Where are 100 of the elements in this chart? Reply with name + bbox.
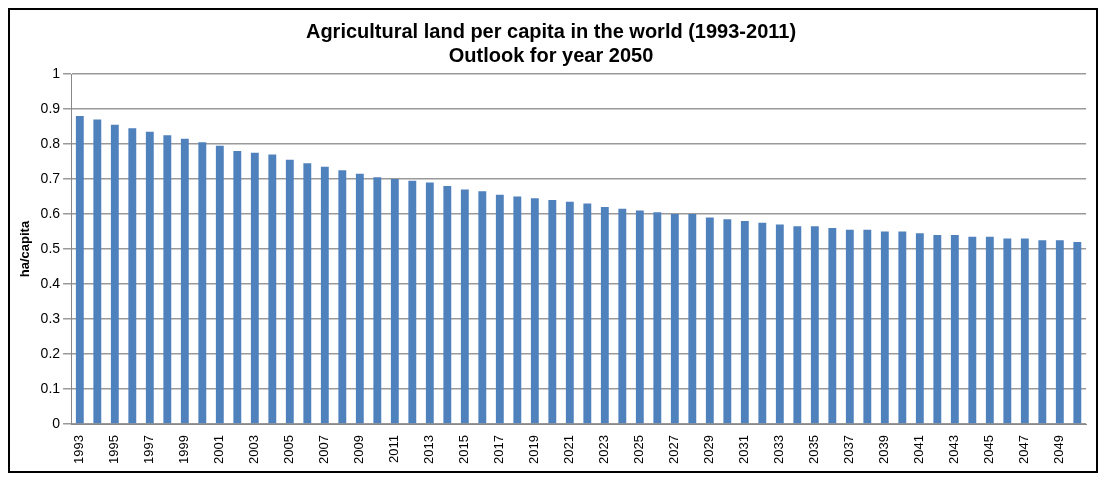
bar bbox=[128, 128, 137, 424]
x-tick-label: 1993 bbox=[71, 435, 87, 464]
bar bbox=[513, 196, 522, 424]
bar bbox=[1073, 242, 1082, 424]
bar bbox=[565, 201, 574, 424]
y-axis-title: ha/capita bbox=[17, 220, 33, 278]
bar bbox=[635, 210, 644, 424]
x-tick-label: 2049 bbox=[1051, 435, 1067, 464]
bar bbox=[758, 222, 767, 424]
bar bbox=[618, 208, 627, 424]
x-tick-label: 2039 bbox=[876, 435, 892, 464]
bar bbox=[373, 177, 382, 424]
y-tick-label: 0 bbox=[52, 414, 61, 431]
bar bbox=[180, 138, 189, 424]
bar bbox=[723, 219, 732, 424]
x-tick-label: 2043 bbox=[946, 435, 962, 464]
y-tick-label: 0.4 bbox=[40, 274, 61, 291]
bar bbox=[495, 194, 504, 424]
chart-title: Agricultural land per capita in the world (1993-2011) Outlook for year 2050 bbox=[305, 19, 797, 66]
x-tick-label: 2011 bbox=[386, 435, 402, 464]
bar bbox=[215, 145, 224, 424]
bar bbox=[810, 226, 819, 424]
bar bbox=[950, 235, 959, 424]
x-tick-label: 2033 bbox=[771, 435, 787, 464]
bar bbox=[355, 173, 364, 424]
y-tick-label: 0.5 bbox=[40, 239, 61, 256]
bar bbox=[93, 119, 102, 424]
x-tick-label: 2025 bbox=[631, 435, 647, 464]
bar bbox=[898, 231, 907, 424]
bar bbox=[268, 154, 277, 424]
y-tick-label: 0.3 bbox=[40, 309, 61, 326]
x-tick-label: 2007 bbox=[316, 435, 332, 464]
x-tick-label: 2019 bbox=[526, 435, 542, 464]
x-tick-label: 2027 bbox=[666, 435, 682, 464]
bar bbox=[1020, 238, 1029, 424]
bar bbox=[338, 170, 347, 424]
bar bbox=[478, 191, 487, 424]
x-tick-label: 2013 bbox=[421, 435, 437, 464]
x-tick-label: 1999 bbox=[176, 435, 192, 464]
y-tick-label: 0.7 bbox=[40, 169, 61, 186]
bar bbox=[793, 226, 802, 424]
bar bbox=[320, 166, 329, 424]
bar bbox=[1055, 240, 1064, 424]
x-tick-label: 2035 bbox=[806, 435, 822, 464]
bar bbox=[198, 142, 207, 424]
x-tick-label: 2029 bbox=[701, 435, 717, 464]
bar bbox=[863, 229, 872, 424]
bar bbox=[880, 231, 889, 424]
bar bbox=[460, 189, 469, 424]
bar bbox=[145, 131, 154, 424]
y-tick-label: 1 bbox=[52, 64, 61, 81]
bar bbox=[1038, 240, 1047, 424]
bar bbox=[775, 224, 784, 424]
x-tick-label: 2021 bbox=[561, 435, 577, 464]
bar bbox=[705, 217, 714, 424]
bar bbox=[163, 135, 172, 424]
x-tick-label: 2047 bbox=[1016, 435, 1032, 464]
x-tick-label: 1997 bbox=[141, 435, 157, 464]
bar bbox=[740, 221, 749, 424]
bar bbox=[408, 180, 417, 424]
bar bbox=[1003, 238, 1012, 424]
y-tick-label: 0.8 bbox=[40, 134, 61, 151]
x-tick-label: 2005 bbox=[281, 435, 297, 464]
x-tick-label: 2031 bbox=[736, 435, 752, 464]
bar bbox=[968, 236, 977, 424]
bar bbox=[110, 124, 119, 424]
x-tick-label: 2037 bbox=[841, 435, 857, 464]
bar bbox=[303, 163, 312, 424]
bar bbox=[600, 207, 609, 424]
x-tick-label: 2045 bbox=[981, 435, 997, 464]
bar bbox=[653, 212, 662, 424]
x-tick-label: 2015 bbox=[456, 435, 472, 464]
y-tick-label: 0.1 bbox=[40, 379, 61, 396]
bar bbox=[915, 233, 924, 424]
y-tick-label: 0.2 bbox=[40, 344, 61, 361]
bar bbox=[985, 236, 994, 424]
x-tick-label: 2003 bbox=[246, 435, 262, 464]
bar bbox=[75, 116, 84, 424]
x-tick-label: 1995 bbox=[106, 435, 122, 464]
bar bbox=[688, 214, 697, 424]
bar bbox=[285, 159, 294, 424]
bar bbox=[250, 152, 259, 424]
x-tick-label: 2041 bbox=[911, 435, 927, 464]
y-tick-label: 0.9 bbox=[40, 99, 61, 116]
bar bbox=[443, 186, 452, 424]
bar bbox=[583, 203, 592, 424]
bar bbox=[425, 182, 434, 424]
x-tick-label: 2017 bbox=[491, 435, 507, 464]
bar bbox=[233, 151, 242, 424]
x-tick-label: 2001 bbox=[211, 435, 227, 464]
bar bbox=[845, 229, 854, 424]
x-tick-label: 2023 bbox=[596, 435, 612, 464]
bar bbox=[548, 200, 557, 424]
bar bbox=[530, 198, 539, 424]
bar bbox=[828, 228, 837, 424]
bar bbox=[933, 235, 942, 424]
x-tick-label: 2009 bbox=[351, 435, 367, 464]
bar bbox=[390, 179, 399, 424]
y-tick-label: 0.6 bbox=[40, 204, 61, 221]
bar bbox=[670, 214, 679, 424]
